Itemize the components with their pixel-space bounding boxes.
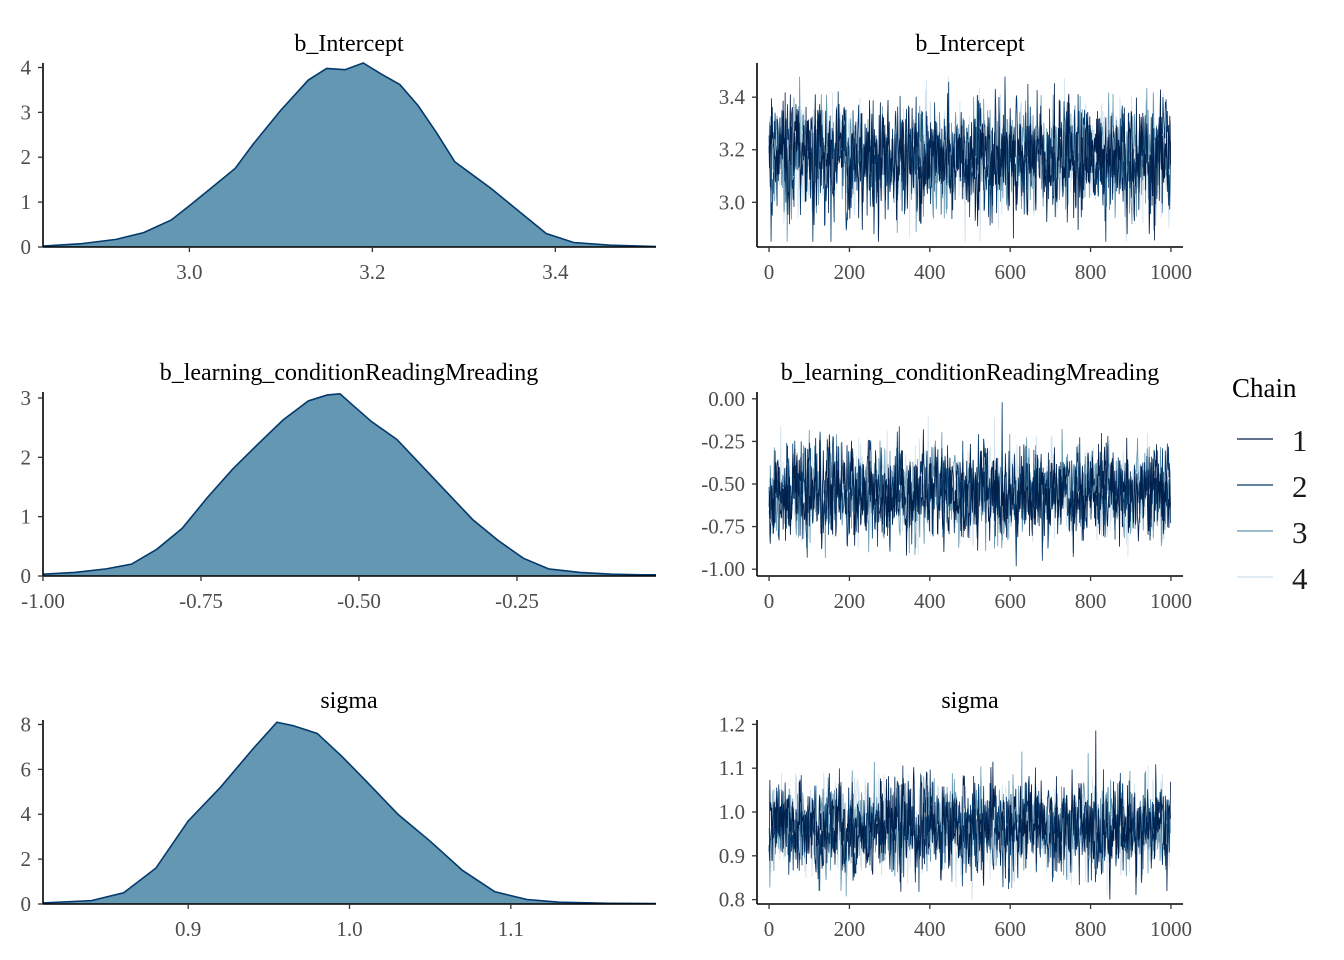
- x-tick-label: 1000: [1150, 260, 1192, 284]
- x-tick-label: -0.50: [337, 589, 381, 613]
- y-tick-label: 1.0: [719, 800, 745, 824]
- x-tick-label: 1.0: [336, 917, 362, 941]
- y-tick-label: 0.9: [719, 844, 745, 868]
- plot-area: [768, 76, 1171, 242]
- x-tick-label: 400: [914, 260, 946, 284]
- legend-label-3: 3: [1292, 515, 1308, 550]
- y-tick-label: -0.75: [701, 515, 745, 539]
- legend-label-2: 2: [1292, 469, 1308, 504]
- panel-title: sigma: [941, 688, 999, 714]
- y-tick-label: 0: [21, 564, 32, 588]
- trace-chain-1: [768, 83, 1171, 242]
- density-area: [43, 393, 656, 576]
- panel-title: b_Intercept: [915, 31, 1025, 57]
- x-tick-label: -0.75: [179, 589, 223, 613]
- panel-3: b_learning_conditionReadingMreading -1.00…: [21, 360, 656, 613]
- y-tick-label: 3.4: [719, 85, 746, 109]
- legend-title: Chain: [1232, 373, 1297, 403]
- y-tick-label: 0.8: [719, 888, 745, 912]
- trace-chain-1: [768, 429, 1171, 556]
- y-tick-label: 0.00: [708, 387, 745, 411]
- panel-6: sigma 0 200 400 600 800 1000 0.8 0.9 1.0 1.1 1.2: [719, 688, 1192, 941]
- y-tick-label: 0: [21, 235, 32, 259]
- y-tick-label: 2: [21, 847, 32, 871]
- panel-2: b_Intercept 0 200 400 600 800 1000 3.0 3.2 3.4: [719, 31, 1192, 284]
- plot-area: [768, 402, 1171, 567]
- panel-1: b_Intercept 3.0 3.2 3.4 0 1 2 3 4: [21, 31, 656, 284]
- y-tick-label: 3.2: [719, 138, 745, 162]
- x-tick-label: 1.1: [498, 917, 524, 941]
- x-tick-label: 1000: [1150, 589, 1192, 613]
- plot-area: [43, 62, 656, 247]
- plot-area: [768, 730, 1171, 900]
- panel-title: b_learning_conditionReadingMreading: [781, 360, 1160, 386]
- chain-legend: Chain 1 2 3 4: [1232, 373, 1308, 596]
- y-tick-label: 4: [21, 802, 32, 826]
- x-tick-label: 400: [914, 589, 946, 613]
- x-tick-label: -1.00: [21, 589, 65, 613]
- y-tick-label: 1: [21, 505, 32, 529]
- x-tick-label: 200: [834, 589, 866, 613]
- legend-label-1: 1: [1292, 423, 1308, 458]
- density-line: [43, 721, 656, 904]
- density-line: [43, 392, 656, 576]
- y-tick-label: 3: [21, 386, 32, 410]
- plot-area: [43, 392, 656, 576]
- panel-5: sigma 0.9 1.0 1.1 0 2 4 6 8: [21, 688, 656, 941]
- y-tick-label: 1: [21, 190, 32, 214]
- panel-title: sigma: [320, 688, 378, 714]
- y-tick-label: 3: [21, 100, 32, 124]
- x-tick-label: -0.25: [495, 589, 539, 613]
- density-area: [43, 722, 656, 904]
- x-tick-label: 0: [764, 260, 775, 284]
- density-area: [43, 63, 656, 247]
- y-tick-label: 6: [21, 757, 32, 781]
- y-tick-label: 0: [21, 892, 32, 916]
- x-tick-label: 200: [834, 917, 866, 941]
- y-tick-label: 2: [21, 145, 32, 169]
- x-tick-label: 1000: [1150, 917, 1192, 941]
- x-tick-label: 400: [914, 917, 946, 941]
- y-tick-label: 8: [21, 712, 32, 736]
- x-tick-label: 0: [764, 589, 775, 613]
- y-tick-label: -0.25: [701, 429, 745, 453]
- y-tick-label: -0.50: [701, 472, 745, 496]
- y-tick-label: 3.0: [719, 190, 745, 214]
- x-tick-label: 3.4: [542, 260, 569, 284]
- trace-chain-1: [768, 730, 1171, 900]
- legend-label-4: 4: [1292, 561, 1308, 596]
- x-tick-label: 600: [994, 917, 1026, 941]
- x-tick-label: 800: [1075, 589, 1107, 613]
- y-tick-label: 1.2: [719, 712, 745, 736]
- panel-title: b_Intercept: [294, 31, 404, 57]
- x-tick-label: 3.2: [359, 260, 385, 284]
- x-tick-label: 3.0: [176, 260, 202, 284]
- x-tick-label: 0: [764, 917, 775, 941]
- x-tick-label: 0.9: [175, 917, 201, 941]
- y-tick-label: 4: [21, 55, 32, 79]
- plot-area: [43, 721, 656, 904]
- x-tick-label: 200: [834, 260, 866, 284]
- y-tick-label: -1.00: [701, 557, 745, 581]
- panel-title: b_learning_conditionReadingMreading: [160, 360, 539, 386]
- density-line: [43, 62, 656, 247]
- x-tick-label: 600: [994, 260, 1026, 284]
- x-tick-label: 600: [994, 589, 1026, 613]
- x-tick-label: 800: [1075, 260, 1107, 284]
- panel-4: b_learning_conditionReadingMreading 0 200 4…: [701, 360, 1192, 613]
- x-tick-label: 800: [1075, 917, 1107, 941]
- y-tick-label: 1.1: [719, 756, 745, 780]
- y-tick-label: 2: [21, 445, 32, 469]
